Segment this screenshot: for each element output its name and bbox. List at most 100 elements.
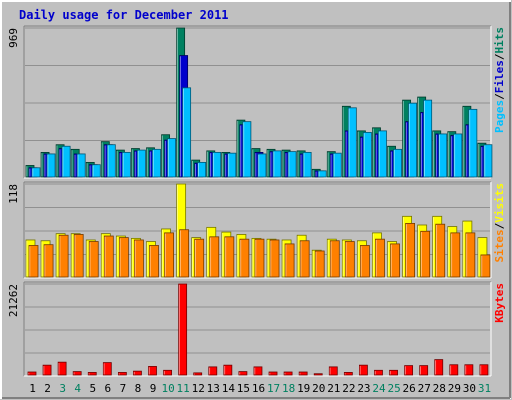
- bar-group: [343, 372, 353, 376]
- bar-group: [375, 238, 385, 278]
- bar-group: [43, 244, 54, 278]
- panel-bottom-background: [24, 282, 491, 376]
- bar-group: [164, 232, 174, 278]
- bar-pages-day-18: [287, 151, 297, 178]
- bar-sites-day-25: [390, 243, 400, 278]
- bar-pages-day-27: [423, 99, 433, 178]
- bar-group: [42, 364, 52, 376]
- bar-kbytes-day-19: [298, 371, 308, 376]
- bar-group: [450, 232, 461, 278]
- bar-group: [223, 364, 233, 376]
- legend-item: /: [493, 93, 506, 100]
- bar-group: [284, 243, 295, 278]
- bar-kbytes-day-1: [27, 371, 37, 376]
- chart-title: Daily usage for December 2011: [19, 8, 229, 22]
- bar-group: [106, 144, 116, 178]
- bar-group: [390, 243, 400, 278]
- bar-sites-day-24: [375, 238, 385, 278]
- bar-group: [239, 238, 250, 278]
- bar-group: [453, 133, 463, 178]
- legend-item: Visits: [493, 183, 506, 223]
- bar-group: [393, 148, 402, 178]
- bar-sites-day-31: [480, 254, 491, 278]
- bar-sites-day-27: [420, 230, 431, 278]
- bar-group: [31, 167, 41, 178]
- bar-pages-day-15: [242, 121, 252, 178]
- bar-group: [178, 283, 188, 376]
- bar-kbytes-day-5: [87, 372, 97, 376]
- x-tick-label: 17: [267, 382, 280, 395]
- bar-group: [167, 138, 176, 178]
- x-tick-label: 31: [478, 382, 491, 395]
- x-tick-label: 30: [463, 382, 476, 395]
- bar-group: [76, 153, 86, 178]
- bar-group: [483, 144, 493, 178]
- bar-group: [87, 372, 97, 376]
- bar-group: [134, 239, 144, 278]
- bar-group: [254, 238, 265, 278]
- bar-group: [269, 239, 280, 278]
- bar-group: [253, 366, 263, 376]
- bar-group: [317, 170, 327, 178]
- bar-group: [438, 133, 448, 178]
- bar-group: [208, 366, 218, 376]
- bar-sites-day-6: [103, 235, 114, 278]
- x-tick-label: 26: [403, 382, 416, 395]
- bar-group: [61, 145, 71, 178]
- x-tick-label: 24: [372, 382, 386, 395]
- x-tick-label: 8: [135, 382, 142, 395]
- bar-group: [28, 245, 39, 278]
- x-tick-label: 6: [105, 382, 112, 395]
- bar-sites-day-11: [179, 229, 190, 278]
- bar-sites-day-29: [450, 232, 461, 278]
- bar-pages-day-30: [468, 108, 478, 178]
- legend-item: KBytes: [493, 283, 506, 323]
- bar-pages-day-9: [152, 148, 161, 178]
- bar-sites-day-7: [118, 237, 129, 278]
- bar-pages-day-6: [106, 144, 116, 178]
- bar-sites-day-30: [465, 232, 476, 278]
- bar-group: [298, 371, 308, 376]
- bar-pages-day-7: [121, 151, 131, 178]
- x-axis: 1 2 3 4 5 6 7 8 9 10 11 12 13 14 15 16 17 18 19 20 21 22 23 24 2…: [29, 382, 491, 395]
- legend-item: Sites: [493, 229, 506, 262]
- x-tick-label: 13: [207, 382, 220, 395]
- bar-pages-day-29: [453, 133, 463, 178]
- bar-group: [193, 372, 203, 376]
- bar-group: [118, 237, 129, 278]
- bar-group: [257, 153, 267, 178]
- x-tick-label: 15: [237, 382, 250, 395]
- bar-group: [314, 250, 325, 278]
- bar-group: [73, 234, 84, 278]
- bar-kbytes-day-23: [359, 364, 368, 376]
- bar-group: [344, 241, 355, 278]
- bar-sites-day-22: [344, 241, 355, 278]
- y-max-label: 969: [7, 28, 20, 48]
- bar-kbytes-day-3: [57, 361, 67, 376]
- bar-group: [329, 240, 340, 278]
- bar-kbytes-day-13: [208, 366, 218, 376]
- bar-pages-day-19: [302, 151, 312, 178]
- legend-item: Hits: [493, 27, 506, 54]
- x-tick-label: 4: [74, 382, 81, 395]
- x-tick-label: 29: [448, 382, 461, 395]
- bar-pages-day-28: [438, 133, 448, 178]
- bar-sites-day-9: [149, 245, 159, 278]
- bar-sites-day-13: [209, 236, 220, 278]
- bar-kbytes-day-9: [148, 366, 157, 376]
- bar-group: [46, 153, 56, 178]
- bar-kbytes-day-15: [238, 371, 248, 376]
- bar-group: [389, 369, 398, 376]
- bar-group: [27, 371, 37, 376]
- bar-group: [137, 149, 146, 178]
- bar-group: [468, 108, 478, 178]
- bar-group: [152, 148, 161, 178]
- x-tick-label: 9: [150, 382, 157, 395]
- x-tick-label: 28: [433, 382, 446, 395]
- bar-kbytes-day-14: [223, 364, 233, 376]
- bar-group: [197, 161, 207, 178]
- bar-group: [434, 359, 444, 376]
